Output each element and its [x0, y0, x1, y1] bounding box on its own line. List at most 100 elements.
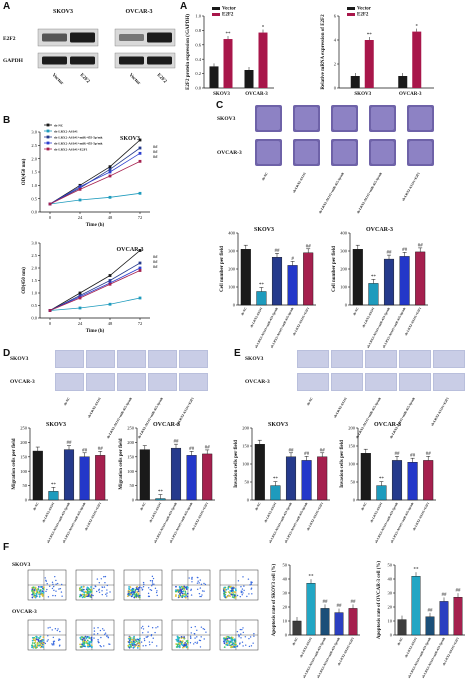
f-skov3-event-dot	[204, 583, 207, 586]
chart-a1-ytick-label: 0.8	[195, 28, 201, 33]
f-ovcar3-event-dot	[234, 646, 237, 648]
f-skov3-event-dot	[227, 591, 230, 593]
chart-e2-xlabel: sh-LRX2-AS1#1+E2F1	[412, 501, 430, 531]
f-ovcar3-event-dot	[177, 638, 180, 641]
chart-a2-bar	[398, 76, 408, 88]
f-skov3-event-dot	[198, 592, 201, 595]
f-ovcar3-event-dot	[225, 636, 228, 638]
f-ovcar3-event-dot	[142, 628, 145, 630]
chart-a2-ytick-label: 4	[334, 38, 337, 43]
chart-e2-sig-label: ##	[410, 454, 416, 459]
chart-b2-title: OVCAR-3	[117, 247, 144, 253]
f-skov3-event-dot	[240, 591, 243, 594]
chart-a2-ylabel: Relative mRNA expression of E2F2	[321, 14, 326, 90]
chart-f1-bar	[348, 608, 358, 636]
f-ovcar3-event-dot	[138, 645, 141, 648]
f-ovcar3-event-dot	[36, 643, 39, 645]
f-skov3-event-dot	[78, 595, 81, 598]
f-skov3-event-dot	[151, 579, 154, 582]
chart-b1-xtick-label: 0	[49, 215, 52, 220]
f-ovcar3-event-dot	[242, 645, 244, 647]
f-ovcar3-event-dot	[194, 641, 196, 644]
chart-c1-sig-label: ##	[306, 244, 312, 249]
chart-f1-ytick-label: 20	[283, 605, 288, 610]
f-ovcar3-event-dot	[86, 639, 89, 642]
f-ovcar3-event-dot	[47, 639, 49, 641]
chart-e1-bar	[270, 485, 281, 501]
f-skov3-event-dot	[32, 586, 35, 589]
f-ovcar3-event-dot	[202, 628, 204, 630]
chart-b1-ytick-label: 1.5	[31, 170, 37, 175]
f-ovcar3-event-dot	[140, 627, 143, 629]
f-skov3-event-dot	[231, 591, 234, 594]
chart-e1-sig-label: ##	[320, 448, 326, 453]
f-skov3-event-dot	[101, 586, 103, 588]
d-skov3-image-inner	[149, 351, 176, 367]
f-ovcar3-event-dot	[230, 646, 232, 649]
f-ovcar3-event-dot	[183, 636, 186, 638]
f-ovcar3-event-dot	[31, 644, 34, 647]
f-skov3-event-dot	[61, 595, 63, 597]
chart-b1-ytick-label: 3.0	[31, 130, 37, 135]
panel-label-b: B	[3, 115, 11, 126]
chart-e2-bar	[391, 460, 403, 501]
f-ovcar3-event-dot	[205, 631, 207, 633]
f-ovcar3-event-dot	[47, 635, 49, 637]
blot-ovcar3-e2f2-band	[147, 32, 172, 43]
d-row-skov3: SKOV3	[10, 356, 29, 362]
f-ovcar3-event-dot	[58, 638, 60, 640]
f-skov3-event-dot	[143, 583, 145, 586]
chart-c1-ytick-label: 100	[228, 285, 236, 290]
f-ovcar3-event-dot	[56, 629, 58, 632]
chart-d1-sig-label: **	[51, 483, 57, 488]
f-ovcar3-event-dot	[90, 641, 93, 644]
f-ovcar3-event-dot	[44, 642, 47, 645]
f-ovcar3-event-dot	[58, 645, 61, 647]
chart-a1-xlabel: SKOV3	[213, 92, 230, 97]
chart-d1-xlabel: sh-LRX2-AS1#1	[41, 501, 55, 523]
f-skov3-event-dot	[56, 582, 59, 585]
f-ovcar3-event-dot	[231, 636, 234, 639]
chart-c1-ytick-label: 400	[228, 231, 236, 236]
f-skov3-event-dot	[61, 583, 63, 586]
f-skov3-event-dot	[155, 591, 158, 594]
f-skov3-event-dot	[150, 589, 153, 592]
chart-a1-ytick-label: 0.6	[195, 42, 201, 47]
f-ovcar3-event-dot	[135, 640, 138, 643]
chart-e2-ytick-label: 200	[348, 426, 356, 431]
d-image-label: sh-LRX2-AS1#1+miR-455-5p/mk	[106, 396, 133, 439]
e-image-label: sh-LRX2-AS1#1+miR-455-5p/mk	[355, 396, 382, 439]
f-ovcar3-event-dot	[131, 639, 134, 641]
f-skov3-event-dot	[40, 591, 42, 593]
f-ovcar3-event-dot	[57, 628, 59, 630]
f-ovcar3-event-dot	[149, 643, 151, 646]
chart-e1-bar	[285, 456, 297, 501]
f-ovcar3-event-dot	[138, 642, 141, 645]
chart-c1-xlabel: sh-LRX2-AS1#1+E2F1	[292, 306, 310, 336]
e-ovcar3-image-inner	[298, 374, 328, 390]
f-skov3-event-dot	[141, 588, 144, 591]
e-skov3-image-inner	[366, 351, 396, 367]
f-skov3-event-dot	[231, 596, 234, 598]
chart-d2-bar	[186, 455, 197, 501]
f-skov3-event-dot	[138, 586, 140, 589]
f-ovcar3-event-dot	[90, 636, 93, 639]
f-skov3-event-dot	[196, 582, 199, 584]
e-skov3-image-inner	[434, 351, 464, 367]
f-ovcar3-event-dot	[182, 646, 184, 649]
f-ovcar3-event-dot	[31, 639, 34, 642]
f-ovcar3-event-dot	[83, 637, 85, 640]
chart-d1-ytick-label: 100	[20, 469, 28, 474]
f-ovcar3-event-dot	[81, 645, 84, 647]
chart-a2-legend-swatch	[347, 7, 355, 10]
chart-d2-sig-label: ##	[189, 447, 195, 452]
chart-c2-ylabel: Cell number per field	[332, 246, 337, 292]
f-skov3-event-dot	[106, 595, 108, 597]
f-row-ovcar3: OVCAR-3	[12, 609, 37, 615]
f-skov3-event-dot	[52, 583, 54, 586]
chart-e2-bar	[376, 485, 387, 501]
chart-d2-ylabel: Migration cells per field	[119, 438, 124, 489]
f-skov3-event-dot	[33, 589, 36, 591]
chart-c1-bar	[240, 248, 251, 306]
chart-e2-xlabel: sh-LRX2-AS1#1	[369, 501, 383, 523]
